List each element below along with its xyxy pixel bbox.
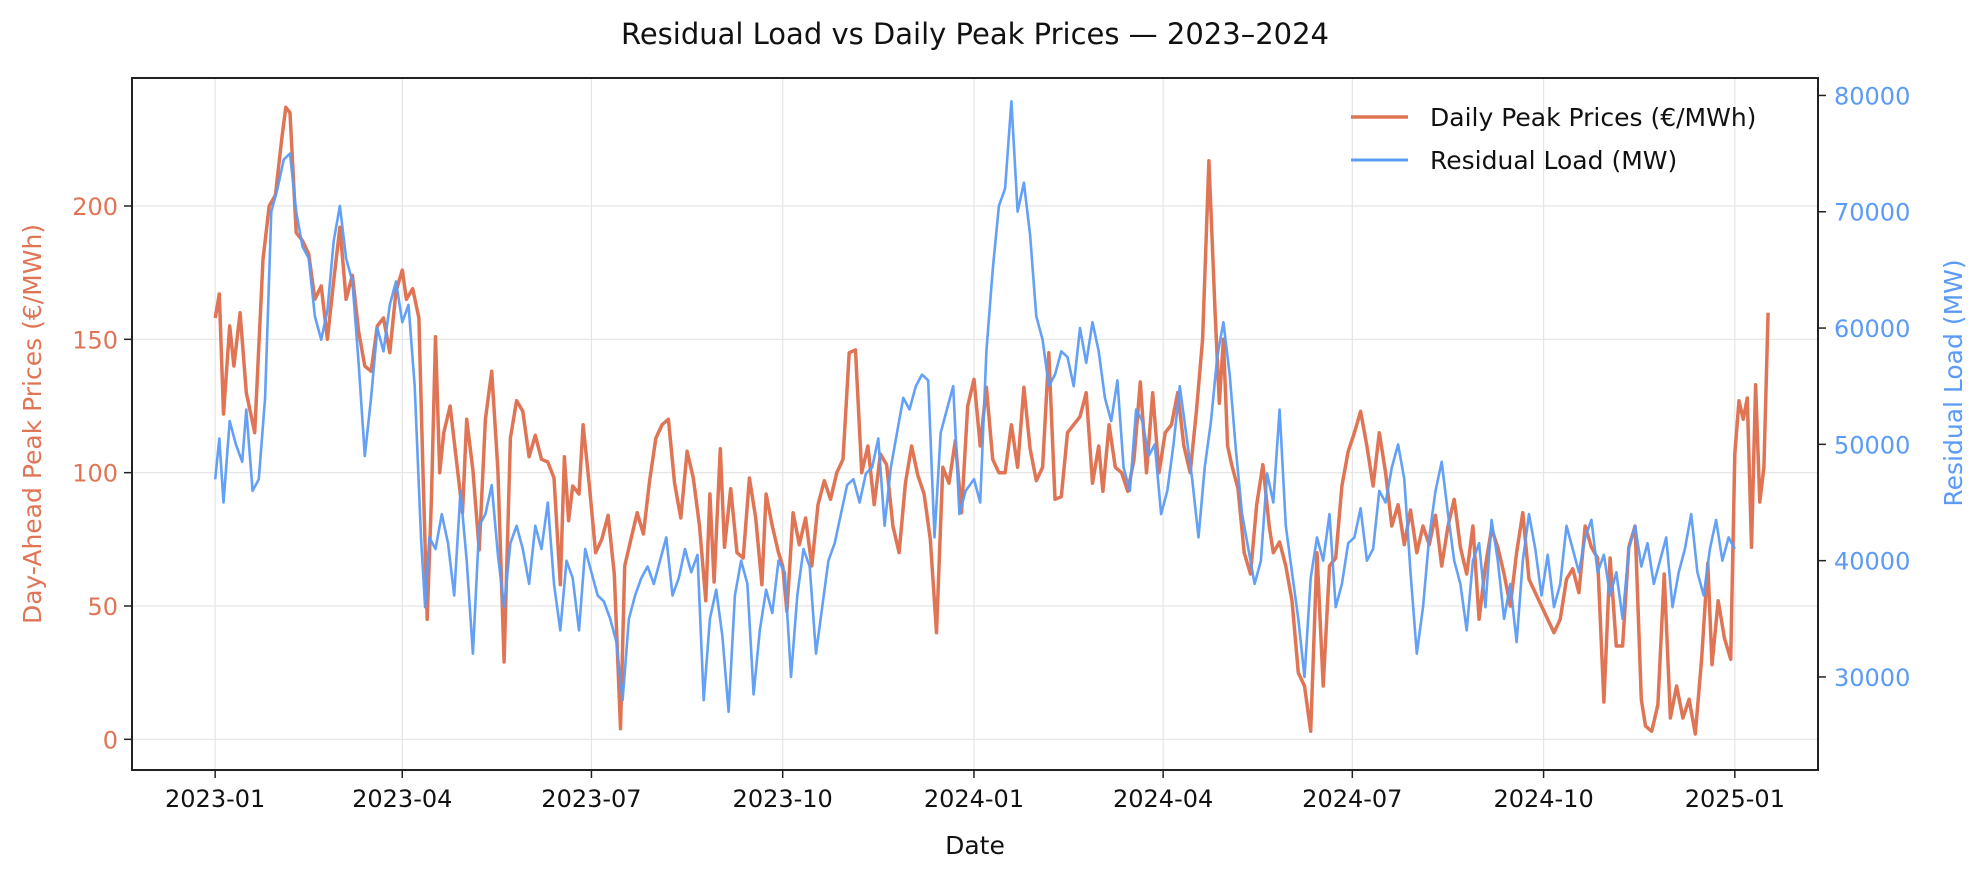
x-tick-label: 2023-04 bbox=[352, 785, 452, 813]
x-tick-label: 2023-10 bbox=[733, 785, 833, 813]
x-tick-label: 2025-01 bbox=[1685, 785, 1785, 813]
y-left-tick-label: 150 bbox=[72, 326, 118, 354]
y-right-tick-label: 50000 bbox=[1834, 431, 1910, 459]
y-right-tick-label: 30000 bbox=[1834, 664, 1910, 692]
legend-label-price: Daily Peak Prices (€/MWh) bbox=[1430, 103, 1756, 132]
x-axis-label: Date bbox=[945, 831, 1005, 860]
y-left-tick-label: 0 bbox=[103, 726, 118, 754]
series-line-daily-peak-prices bbox=[213, 105, 1770, 736]
y-left-tick-label: 200 bbox=[72, 193, 118, 221]
y-axis-label-right: Residual Load (MW) bbox=[1939, 259, 1968, 506]
x-tick-label: 2024-07 bbox=[1302, 785, 1402, 813]
y-axis-label-left: Day-Ahead Peak Prices (€/MWh) bbox=[18, 224, 47, 624]
chart-title: Residual Load vs Daily Peak Prices — 202… bbox=[621, 17, 1329, 51]
legend: Daily Peak Prices (€/MWh) Residual Load … bbox=[1351, 103, 1756, 175]
y-right-tick-label: 80000 bbox=[1834, 82, 1910, 110]
y-right-tick-label: 60000 bbox=[1834, 315, 1910, 343]
ticks-layer: 2023-01 2023-04 2023-07 2023-10 2024-01 2024-… bbox=[72, 82, 1910, 813]
grid-layer bbox=[132, 78, 1818, 770]
legend-label-load: Residual Load (MW) bbox=[1430, 146, 1677, 175]
x-tick-label: 2024-01 bbox=[924, 785, 1024, 813]
x-tick-label: 2023-01 bbox=[165, 785, 265, 813]
plot-frame bbox=[131, 77, 1819, 771]
series-line-residual-load bbox=[213, 100, 1736, 714]
x-tick-label: 2024-10 bbox=[1493, 785, 1593, 813]
y-right-tick-label: 40000 bbox=[1834, 548, 1910, 576]
x-tick-label: 2023-07 bbox=[541, 785, 641, 813]
y-left-tick-label: 50 bbox=[87, 593, 118, 621]
x-tick-label: 2024-04 bbox=[1113, 785, 1213, 813]
series-layer bbox=[213, 100, 1770, 736]
y-left-tick-label: 100 bbox=[72, 460, 118, 488]
y-right-tick-label: 70000 bbox=[1834, 199, 1910, 227]
